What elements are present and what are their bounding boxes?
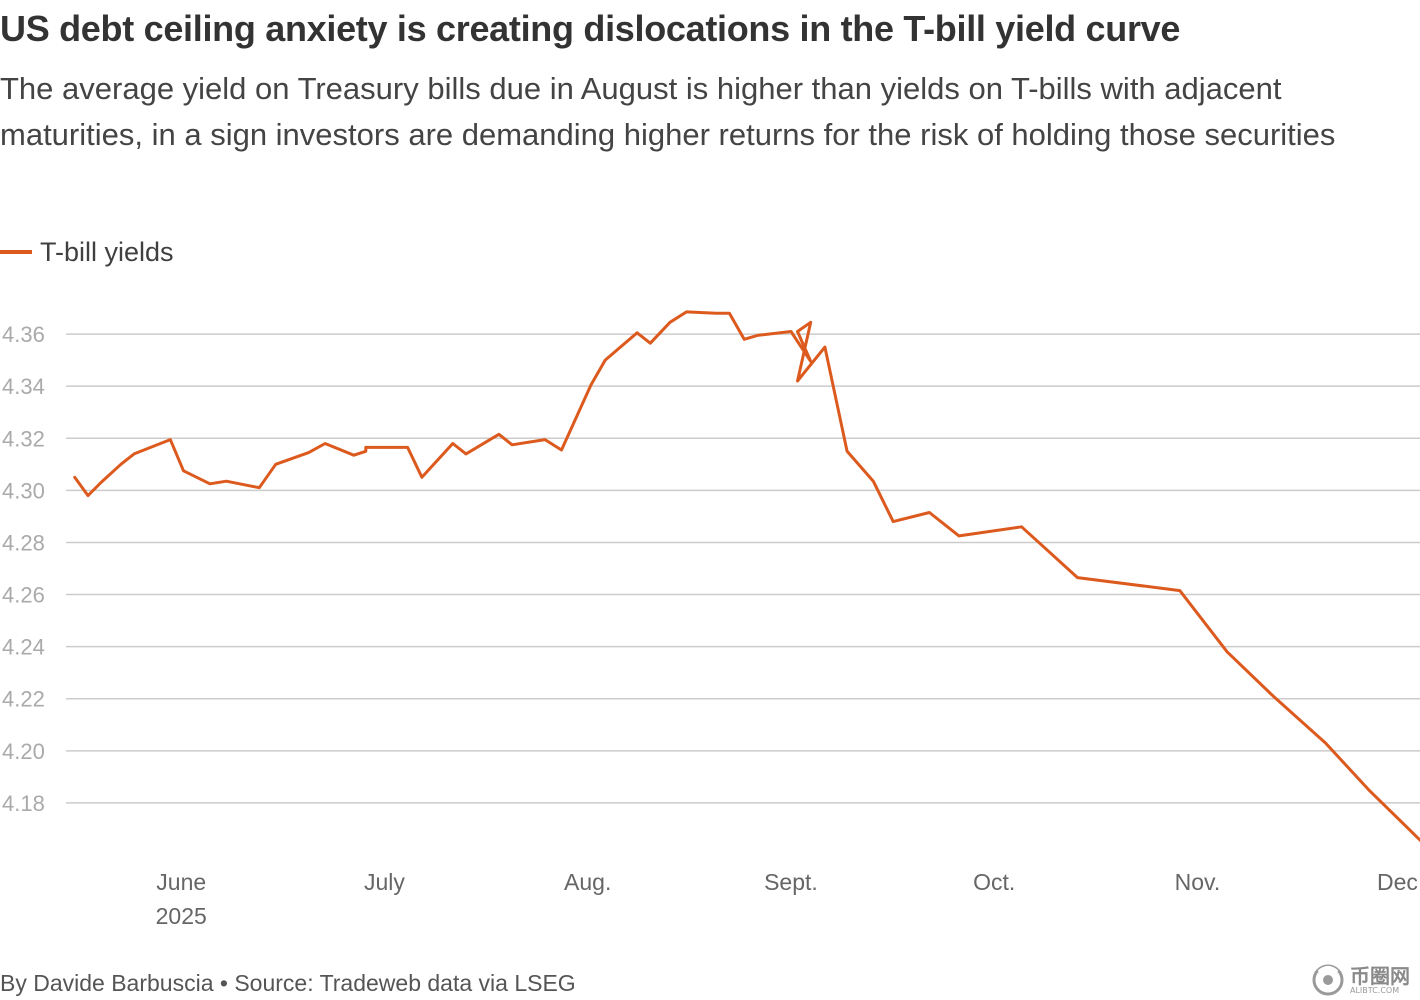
y-tick-label: 4.18	[2, 791, 45, 816]
x-tick-label: Aug.	[564, 869, 611, 895]
y-tick-label: 4.24	[2, 635, 45, 660]
chart-title: US debt ceiling anxiety is creating disl…	[0, 8, 1181, 49]
x-tick-label: Oct.	[973, 869, 1015, 895]
legend: T-bill yields	[0, 234, 174, 270]
legend-label: T-bill yields	[40, 236, 174, 267]
gridlines	[66, 333, 1420, 804]
source-credit: By Davide Barbuscia • Source: Tradeweb d…	[0, 970, 576, 996]
x-tick-label: June	[156, 869, 206, 895]
legend-swatch	[0, 250, 32, 254]
y-axis-ticks: 4.18 4.20 4.22 4.24 4.26 4.28 4.30 4.32 4.34 4.36	[2, 322, 45, 816]
y-tick-label: 4.30	[2, 478, 45, 503]
watermark: 币圈网 ALIBTC.COM	[1310, 960, 1418, 998]
y-tick-label: 4.28	[2, 530, 45, 555]
y-tick-label: 4.32	[2, 426, 45, 451]
line-chart: 4.18 4.20 4.22 4.24 4.26 4.28 4.30 4.32 4.34 4.36…	[2, 310, 1420, 929]
y-tick-label: 4.20	[2, 739, 45, 764]
chart-subtitle: The average yield on Treasury bills due …	[0, 71, 1336, 152]
x-tick-sublabel: 2025	[156, 903, 207, 929]
series-line-t-bill-yields	[73, 310, 1420, 843]
y-tick-label: 4.34	[2, 374, 45, 399]
series-layer	[73, 310, 1420, 843]
y-tick-label: 4.26	[2, 583, 45, 608]
watermark-subtext: ALIBTC.COM	[1350, 986, 1400, 995]
watermark-text: 币圈网	[1350, 964, 1410, 988]
x-tick-label: Sept.	[764, 869, 818, 895]
x-tick-label: July	[364, 869, 405, 895]
x-tick-label: Nov.	[1175, 869, 1221, 895]
x-axis-ticks: June 2025 July Aug. Sept. Oct. Nov. Dec.	[156, 869, 1420, 929]
watermark-logo-icon	[1312, 964, 1344, 996]
y-tick-label: 4.22	[2, 687, 45, 712]
x-tick-label: Dec.	[1377, 869, 1420, 895]
y-tick-label: 4.36	[2, 322, 45, 347]
